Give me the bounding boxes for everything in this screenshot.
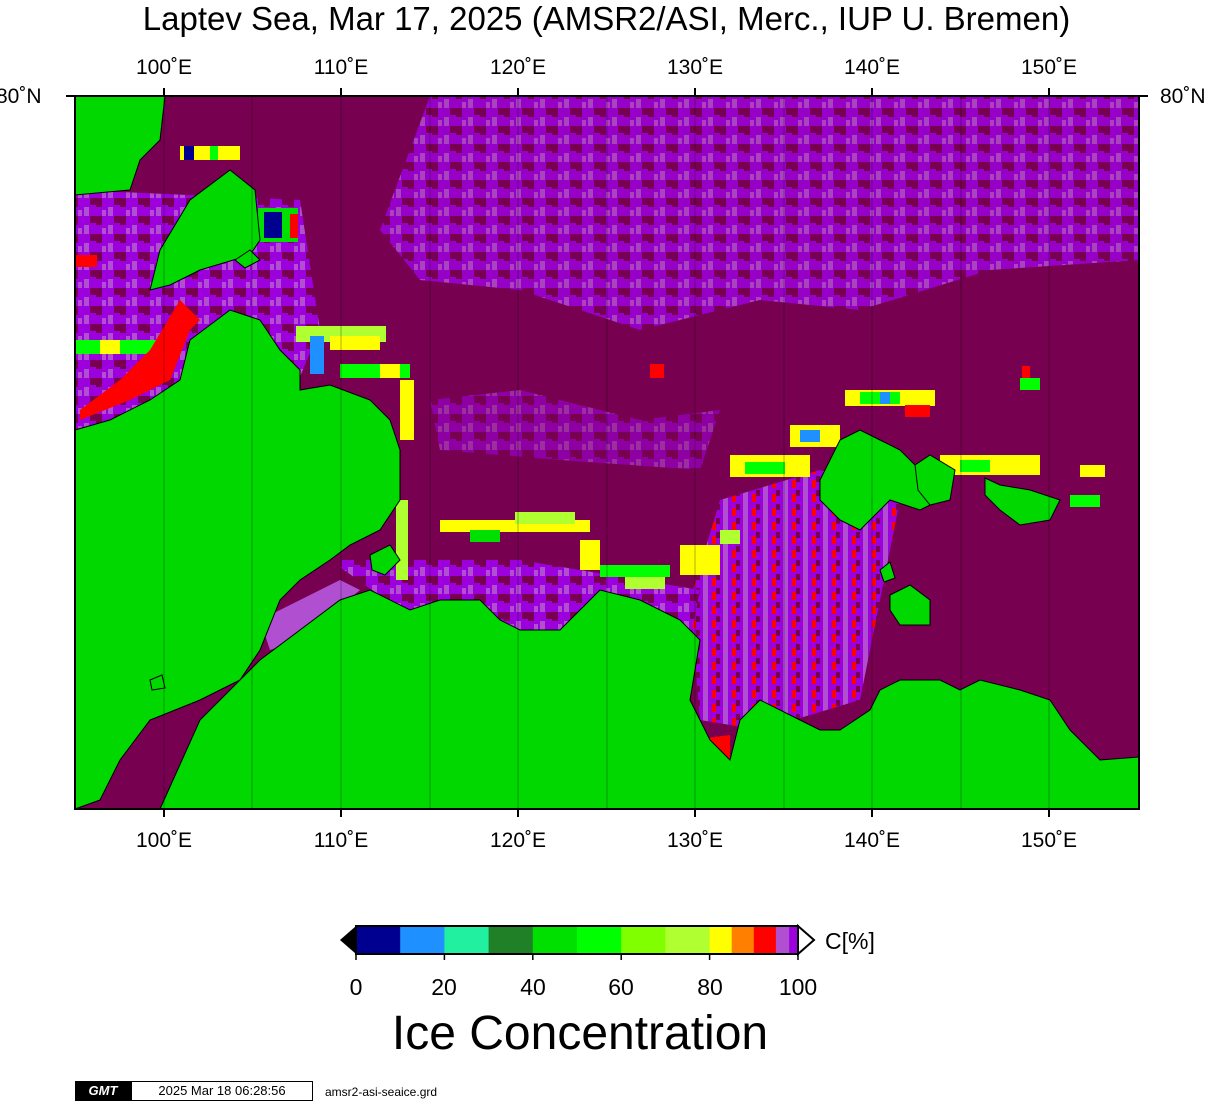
land xyxy=(74,95,1140,810)
colorbar-tick: 80 xyxy=(697,974,723,1000)
land-severnaya-zemlya xyxy=(149,169,261,291)
land-small-island-3 xyxy=(149,674,166,691)
colorbar xyxy=(340,923,816,960)
meridians xyxy=(163,96,1050,809)
gmt-filename: amsr2-asi-seaice.grd xyxy=(325,1085,438,1099)
colorbar-low-triangle xyxy=(340,926,356,954)
ice-texture-midrow xyxy=(430,390,720,470)
colorbar-high-triangle xyxy=(797,923,816,957)
colorbar-swatch xyxy=(488,926,534,954)
colorbar-swatch xyxy=(444,926,490,954)
colorbar-swatch xyxy=(789,926,799,954)
colorbar-swatch xyxy=(731,926,755,954)
colorbar-tick: 20 xyxy=(431,974,457,1000)
colorbar-tick: 0 xyxy=(349,974,363,1000)
colorbar-title: Ice Concentration xyxy=(391,1007,769,1060)
lon-tick-bottom: 100˚E xyxy=(135,829,193,852)
colorbar-swatch xyxy=(665,926,711,954)
land-bennett xyxy=(984,477,1061,526)
lon-tick-top: 100˚E xyxy=(135,56,193,79)
lon-tick-bottom: 140˚E xyxy=(843,829,901,852)
colorbar-swatch xyxy=(709,926,733,954)
colorbar-swatch xyxy=(356,926,401,954)
lon-tick-bottom: 110˚E xyxy=(313,829,369,852)
land-lyakhovsky xyxy=(889,584,931,626)
colorbar-tick: 100 xyxy=(778,974,818,1000)
gmt-timestamp: 2025 Mar 18 06:28:56 xyxy=(131,1081,313,1101)
lat-tick-right: 80˚N xyxy=(1160,85,1206,108)
lon-tick-top: 120˚E xyxy=(489,56,547,79)
colorbar-swatch xyxy=(400,926,445,954)
lon-tick-top: 140˚E xyxy=(843,56,901,79)
lon-tick-top: 110˚E xyxy=(313,56,369,79)
colorbar-tick: 60 xyxy=(608,974,634,1000)
lat-tick-left: 80˚N xyxy=(0,85,42,108)
land-small-island-2 xyxy=(369,544,401,576)
colorbar-swatch xyxy=(775,926,790,954)
map-frame xyxy=(74,95,1140,810)
land-small-island-4 xyxy=(234,249,261,269)
colorbar-swatch xyxy=(621,926,666,954)
lon-tick-top: 150˚E xyxy=(1020,56,1078,79)
map-title: Laptev Sea, Mar 17, 2025 (AMSR2/ASI, Mer… xyxy=(142,0,1071,37)
marginal-ice-strips xyxy=(75,146,1105,589)
lon-tick-bottom: 120˚E xyxy=(489,829,547,852)
lon-tick-bottom: 130˚E xyxy=(666,829,724,852)
land-small-island-1 xyxy=(879,561,896,583)
ice-texture-north xyxy=(380,96,1139,330)
gmt-logo: GMT xyxy=(75,1081,131,1101)
land-south-coast xyxy=(159,589,1140,810)
frame-ticks xyxy=(66,88,1148,817)
land-new-siberia xyxy=(914,454,956,506)
colorbar-tick: 40 xyxy=(520,974,546,1000)
lon-tick-bottom: 150˚E xyxy=(1020,829,1078,852)
colorbar-unit: C[%] xyxy=(825,928,875,954)
colorbar-swatch xyxy=(753,926,777,954)
colorbar-swatch xyxy=(577,926,622,954)
lon-tick-top: 130˚E xyxy=(666,56,724,79)
colorbar-swatch xyxy=(532,926,578,954)
